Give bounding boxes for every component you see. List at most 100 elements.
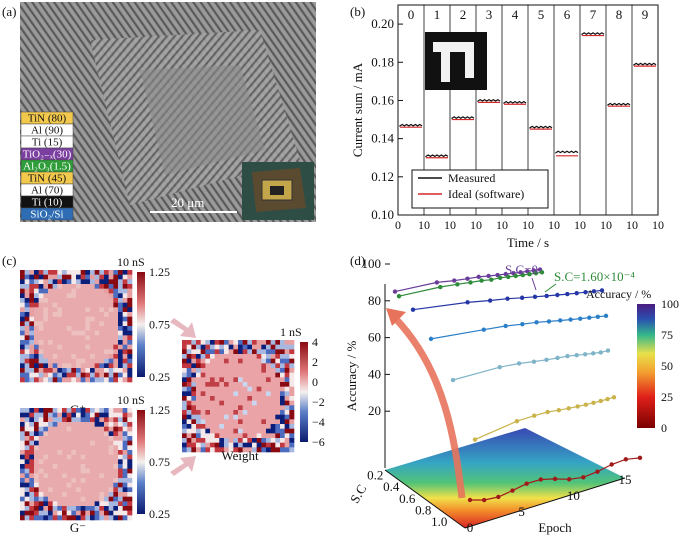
heatmap-cell — [219, 414, 225, 420]
heatmap-cell — [90, 316, 95, 322]
heatmap-cell — [34, 473, 39, 479]
heatmap-cell — [48, 482, 53, 488]
accuracy-colorbar — [637, 304, 655, 428]
trend-arrow-head — [386, 308, 406, 326]
heatmap-cell — [127, 459, 133, 465]
heatmap-cell — [57, 496, 63, 502]
heatmap-cell — [191, 344, 197, 350]
heatmap-cell — [118, 321, 123, 327]
heatmap-cell — [196, 414, 201, 420]
heatmap-cell — [57, 321, 63, 327]
heatmap-cell — [196, 368, 201, 373]
heatmap-cell — [252, 414, 257, 420]
heatmap-cell — [266, 414, 271, 420]
panel-b: (b) 0 1 2 3 4 5 6 7 8 90.100.120.140.160.180.200 1… — [350, 4, 664, 250]
heatmap-cell — [280, 340, 285, 345]
heatmap-cell — [38, 312, 44, 317]
heatmap-cell — [127, 510, 133, 516]
heatmap-cell — [113, 363, 119, 369]
heatmap-cell — [122, 417, 128, 423]
heatmap-cell — [122, 335, 128, 341]
heatmap-cell — [191, 428, 197, 434]
heatmap-cell — [191, 424, 197, 429]
heatmap-cell — [90, 340, 95, 345]
heatmap-cell — [62, 335, 67, 341]
heatmap-cell — [76, 344, 81, 350]
heatmap-cell — [233, 368, 239, 373]
heatmap-cell — [48, 492, 53, 497]
heatmap-cell — [24, 377, 30, 383]
heatmap-cell — [275, 354, 281, 359]
heatmap-cell — [80, 316, 86, 322]
series-point — [574, 353, 579, 358]
heatmap-cell — [62, 330, 67, 336]
heatmap-cell — [266, 438, 271, 443]
heatmap-cell — [24, 279, 30, 285]
heatmap-cell — [85, 510, 91, 516]
y-tick-label: 0.16 — [371, 92, 394, 107]
heatmap-cell — [182, 349, 187, 355]
heatmap-cell — [66, 492, 72, 497]
heatmap-cell — [219, 419, 225, 425]
heatmap-cell — [62, 349, 67, 355]
heatmap-cell — [80, 354, 86, 359]
heatmap-cell — [104, 422, 109, 427]
heatmap-cell — [62, 454, 67, 460]
heatmap-cell — [210, 349, 215, 355]
heatmap-cell — [24, 450, 30, 455]
heatmap-cell — [182, 372, 187, 378]
heatmap-cell — [196, 386, 201, 392]
heatmap-cell — [122, 468, 128, 474]
heatmap-cell — [52, 454, 58, 460]
series-point — [472, 437, 478, 442]
series-point — [623, 457, 629, 462]
heatmap-cell — [127, 417, 133, 423]
heatmap-cell — [200, 400, 206, 406]
heatmap-cell — [71, 454, 77, 460]
heatmap-cell — [233, 433, 239, 439]
heatmap-cell — [57, 445, 63, 451]
heatmap-cell — [48, 436, 53, 441]
heatmap-cell — [256, 419, 262, 425]
heatmap-cell — [29, 368, 35, 373]
heatmap-cell — [113, 412, 119, 418]
gplus-colorbar — [137, 272, 145, 377]
heatmap-cell — [85, 270, 91, 275]
heatmap-cell — [280, 358, 285, 364]
heatmap-cell — [66, 422, 72, 427]
heatmap-cell — [80, 412, 86, 418]
heatmap-cell — [196, 419, 201, 425]
heatmap-cell — [238, 386, 243, 392]
heatmap-cell — [233, 358, 239, 364]
heatmap-cell — [214, 382, 220, 387]
heatmap-cell — [247, 391, 253, 397]
heatmap-cell — [48, 340, 53, 345]
heatmap-cell — [20, 316, 25, 322]
heatmap-cell — [247, 340, 253, 345]
heatmap-cell — [90, 431, 95, 437]
heatmap-cell — [38, 288, 44, 294]
heatmap-cell — [214, 363, 220, 369]
epoch-axis-line — [464, 477, 626, 529]
heatmap-cell — [52, 368, 58, 373]
heatmap-cell — [261, 368, 267, 373]
heatmap-cell — [99, 340, 105, 345]
gplus-unit-label: 10 nS — [117, 255, 145, 269]
heatmap-cell — [90, 279, 95, 285]
series-point — [599, 288, 605, 293]
heatmap-cell — [71, 464, 77, 469]
sc-axis-line — [384, 469, 466, 529]
series-point — [486, 273, 491, 279]
heatmap-cell — [34, 354, 39, 359]
heatmap-cell — [85, 372, 91, 378]
heatmap-cell — [48, 316, 53, 322]
heatmap-cell — [266, 368, 271, 373]
heatmap-cell — [24, 482, 30, 488]
heatmap-cell — [52, 344, 58, 350]
heatmap-cell — [275, 428, 281, 434]
heatmap-cell — [66, 270, 72, 275]
heatmap-cell — [90, 436, 95, 441]
heatmap-cell — [284, 372, 290, 378]
heatmap-cell — [85, 445, 91, 451]
heatmap-cell — [99, 487, 105, 493]
